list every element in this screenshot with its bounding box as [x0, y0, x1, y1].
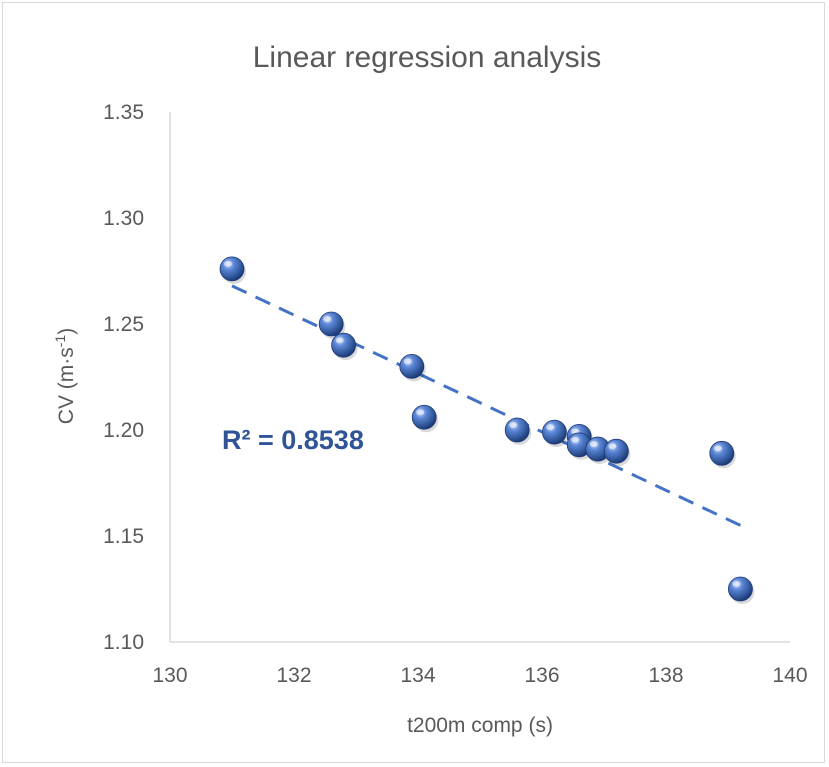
data-point	[604, 438, 631, 467]
data-point-marker	[411, 404, 437, 430]
data-point-highlight	[589, 441, 598, 448]
x-tick-label: 134	[400, 664, 435, 687]
data-point-marker	[709, 440, 735, 466]
x-tick-label: 140	[772, 664, 807, 687]
chart-title: Linear regression analysis	[253, 41, 602, 74]
data-points	[219, 256, 755, 604]
r-squared-label: R² = 0.8538	[222, 425, 364, 455]
y-tick-label: 1.35	[103, 101, 144, 124]
data-point-highlight	[732, 581, 741, 587]
data-point-marker	[728, 576, 753, 602]
data-point-highlight	[224, 260, 232, 267]
y-axis-title: CV (m·s-1)	[52, 328, 78, 424]
data-point-highlight	[416, 409, 425, 416]
data-point-highlight	[509, 422, 518, 428]
data-point-highlight	[713, 445, 722, 452]
trendline-path	[231, 284, 742, 527]
y-tick-label: 1.20	[103, 419, 144, 442]
data-point-marker	[604, 438, 629, 464]
data-point-marker	[318, 311, 344, 337]
data-point	[219, 256, 246, 284]
data-point-highlight	[571, 436, 580, 443]
data-point	[542, 419, 569, 448]
y-tick-label: 1.25	[103, 313, 144, 336]
data-point	[728, 576, 755, 604]
y-tick-label: 1.10	[103, 631, 144, 654]
data-point	[399, 353, 426, 382]
data-point-marker	[331, 332, 357, 358]
data-point-marker	[542, 419, 567, 445]
y-axis-ticks: 1.35 1.30 1.25 1.20 1.15 1.10	[103, 101, 144, 654]
x-tick-label: 132	[276, 664, 311, 687]
data-point-highlight	[323, 316, 332, 322]
data-point-marker	[504, 417, 530, 443]
x-tick-label: 136	[524, 664, 559, 687]
x-tick-label: 130	[152, 664, 187, 687]
x-tick-label: 138	[648, 664, 683, 687]
data-point-highlight	[546, 424, 555, 431]
x-axis-ticks: 130 132 134 136 138 140	[152, 664, 807, 687]
y-tick-label: 1.15	[103, 525, 144, 548]
data-point-highlight	[335, 337, 344, 344]
data-point-highlight	[608, 443, 617, 450]
data-point	[504, 417, 532, 445]
data-point	[709, 440, 736, 469]
trendline	[231, 284, 742, 527]
data-point	[331, 332, 358, 361]
data-point	[411, 404, 439, 433]
data-point-highlight	[403, 358, 412, 365]
y-tick-label: 1.30	[103, 207, 144, 230]
data-point-marker	[399, 353, 425, 379]
data-point	[318, 311, 346, 339]
data-point-marker	[219, 256, 245, 282]
x-axis-title: t200m comp (s)	[407, 714, 553, 737]
